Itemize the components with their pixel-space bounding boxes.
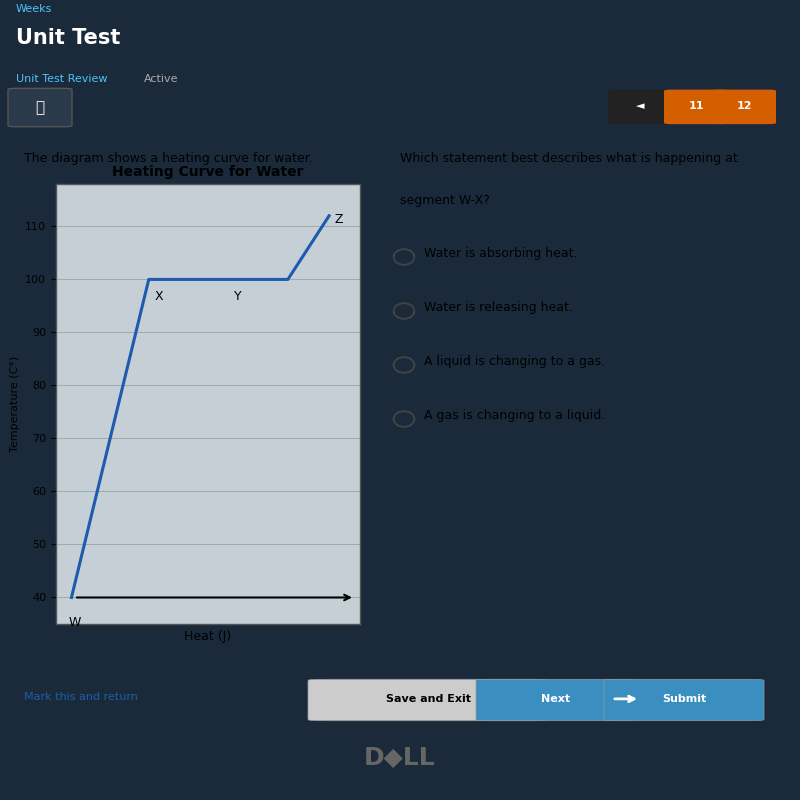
Text: 12: 12 — [736, 102, 752, 111]
Text: Active: Active — [144, 74, 178, 84]
Title: Heating Curve for Water: Heating Curve for Water — [112, 165, 304, 178]
Text: Which statement best describes what is happening at: Which statement best describes what is h… — [400, 152, 738, 165]
FancyBboxPatch shape — [712, 90, 776, 124]
Text: Unit Test: Unit Test — [16, 28, 120, 48]
X-axis label: Heat (J): Heat (J) — [185, 630, 231, 642]
Text: Z: Z — [334, 213, 342, 226]
FancyBboxPatch shape — [308, 679, 548, 721]
Text: The diagram shows a heating curve for water.: The diagram shows a heating curve for wa… — [24, 152, 313, 165]
Text: ⎙: ⎙ — [35, 100, 45, 115]
Text: segment W-X?: segment W-X? — [400, 194, 490, 207]
Text: Weeks: Weeks — [16, 4, 52, 14]
Text: Save and Exit: Save and Exit — [386, 694, 470, 704]
FancyBboxPatch shape — [476, 679, 636, 721]
FancyBboxPatch shape — [8, 88, 72, 126]
Text: W: W — [69, 616, 82, 629]
Text: Mark this and return: Mark this and return — [24, 692, 138, 702]
FancyBboxPatch shape — [664, 90, 728, 124]
Text: ◄: ◄ — [636, 102, 644, 111]
Text: X: X — [155, 290, 163, 303]
Text: A gas is changing to a liquid.: A gas is changing to a liquid. — [424, 410, 606, 422]
Y-axis label: Temperature (C°): Temperature (C°) — [10, 356, 20, 452]
Text: 11: 11 — [688, 102, 704, 111]
FancyBboxPatch shape — [604, 679, 764, 721]
Text: Unit Test Review: Unit Test Review — [16, 74, 107, 84]
Text: Water is releasing heat.: Water is releasing heat. — [424, 302, 573, 314]
Text: Next: Next — [542, 694, 570, 704]
Text: A liquid is changing to a gas.: A liquid is changing to a gas. — [424, 355, 606, 369]
Text: Y: Y — [234, 290, 242, 303]
FancyBboxPatch shape — [608, 90, 672, 124]
Text: Submit: Submit — [662, 694, 706, 704]
Text: Water is absorbing heat.: Water is absorbing heat. — [424, 247, 578, 261]
Text: D◆LL: D◆LL — [364, 746, 436, 770]
